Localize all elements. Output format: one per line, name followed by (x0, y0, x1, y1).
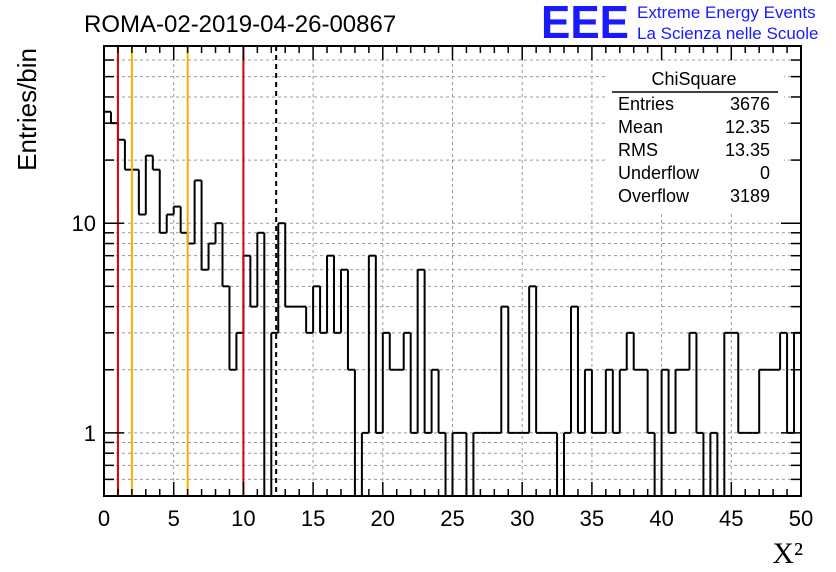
x-tick-label: 20 (371, 506, 395, 531)
stats-label: RMS (618, 140, 658, 160)
stats-box-background (608, 64, 784, 214)
eee-logo: EEE Extreme Energy Events La Scienza nel… (541, 0, 818, 48)
chart-title: ROMA-02-2019-04-26-00867 (84, 11, 396, 38)
x-tick-label: 0 (98, 506, 110, 531)
x-tick-label: 25 (440, 506, 464, 531)
stats-label: Underflow (618, 163, 700, 183)
y-axis-label: Entries/bin (12, 48, 42, 171)
stats-label: Overflow (618, 186, 690, 206)
x-tick-label: 40 (649, 506, 673, 531)
stats-title: ChiSquare (651, 69, 736, 89)
x-axis-label: X² (772, 537, 803, 570)
x-tick-label: 15 (301, 506, 325, 531)
logo-line1: Extreme Energy Events (637, 3, 816, 22)
stats-rows: Entries 3676 Mean 12.35 RMS 13.35 Underflow 0 Ov… (618, 94, 770, 206)
x-tick-label: 10 (231, 506, 255, 531)
x-tick-label: 30 (510, 506, 534, 531)
stats-label: Mean (618, 117, 663, 137)
x-tick-label: 50 (789, 506, 813, 531)
x-tick-label: 35 (580, 506, 604, 531)
stats-value: 13.35 (725, 140, 770, 160)
y-tick-label: 1 (84, 421, 96, 446)
x-tick-label: 5 (168, 506, 180, 531)
axis-ticks: 0 5 10 15 20 25 30 35 40 45 50 1 10 (72, 46, 813, 531)
reference-lines (116, 46, 278, 496)
x-tick-label: 45 (719, 506, 743, 531)
logo-line2: La Scienza nelle Scuole (637, 24, 818, 43)
stats-label: Entries (618, 94, 674, 114)
stats-value: 3676 (730, 94, 770, 114)
logo-mark: EEE (541, 0, 629, 48)
y-tick-label: 10 (72, 211, 96, 236)
stats-value: 12.35 (725, 117, 770, 137)
stats-value: 0 (760, 163, 770, 183)
stats-value: 3189 (730, 186, 770, 206)
stats-box: ChiSquare Entries 3676 Mean 12.35 RMS 13.35 Un… (608, 64, 784, 214)
